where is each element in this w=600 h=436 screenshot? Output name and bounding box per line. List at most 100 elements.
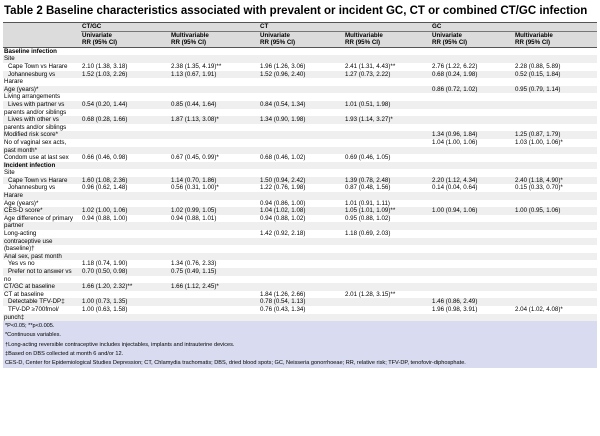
group-header-gc: GC xyxy=(431,22,597,32)
table-cell: 1.02 (1.00, 1.06) xyxy=(81,207,170,215)
subheader-rr: RR (95% CI) xyxy=(345,39,381,47)
table-cell xyxy=(259,222,344,231)
table-cell xyxy=(170,276,259,284)
table-cell: 0.68 (0.46, 1.02) xyxy=(260,154,306,162)
table-row: CES-D score* 1.02 (1.00, 1.06) 1.02 (0.99,… xyxy=(3,207,597,215)
row-label: Cape Town vs Harare xyxy=(3,176,81,185)
table-cell xyxy=(514,93,597,101)
subheader-rr: RR (95% CI) xyxy=(432,39,468,47)
group-header-ct: CT xyxy=(259,22,431,32)
table-cell: 1.05 (1.01, 1.09)** xyxy=(344,207,431,215)
row-label: partner xyxy=(3,222,81,231)
table-cell xyxy=(344,124,431,132)
row-label: Johannesburg vs xyxy=(8,184,56,192)
subheader-label: Univariate xyxy=(82,31,112,39)
footnote: †Long-acting reversible contraceptive in… xyxy=(5,341,235,348)
table-cell xyxy=(170,200,259,208)
table-cell xyxy=(344,306,431,314)
footnote: CES-D, Center for Epidemiological Studie… xyxy=(5,359,466,366)
subheader-rr: RR (95% CI) xyxy=(82,39,118,47)
table-cell xyxy=(514,276,597,284)
row-label: TFV-DP ≥700fmol/ xyxy=(8,305,59,313)
row-label: parents and/or siblings xyxy=(4,123,67,131)
table-cell: 0.94 (0.86, 1.00) xyxy=(260,199,306,207)
table-cell xyxy=(170,146,259,155)
table-row: Detectable TFV-DP‡ 1.00 (0.73, 1.35) 0.78 … xyxy=(3,298,597,306)
table-row: Cape Town vs Harare 1.60 (1.08, 2.36) 1.14… xyxy=(3,176,597,185)
table-cell: 2.28 (0.88, 5.89) xyxy=(515,62,561,70)
table-title: Table 2 Baseline characteristics associa… xyxy=(4,5,588,17)
table-cell xyxy=(344,131,431,139)
table-row: Lives with partner vs 0.54 (0.20, 1.44) 0.… xyxy=(3,100,597,109)
row-label: Incident infection xyxy=(3,161,81,170)
table-cell: 0.86 (0.72, 1.02) xyxy=(431,85,514,94)
subheader-univariate: Univariate RR (95% CI) xyxy=(431,31,514,48)
row-label: Detectable TFV-DP‡ xyxy=(3,298,81,306)
table-cell xyxy=(81,131,170,139)
row-label: No of vaginal sex acts, xyxy=(4,138,67,146)
table-cell: 1.18 (0.74, 1.90) xyxy=(82,260,128,268)
table-cell xyxy=(514,116,597,124)
table-cell xyxy=(259,55,344,63)
table-row: partner xyxy=(3,222,597,231)
table-cell: 0.15 (0.33, 0.70)* xyxy=(515,184,563,192)
row-label: Anal sex, past month xyxy=(3,252,81,261)
row-label: CES-D score* xyxy=(3,207,81,215)
table-cell: 0.78 (0.54, 1.13) xyxy=(259,298,344,306)
subheader-label: Univariate xyxy=(260,31,290,39)
table-cell: 1.52 (1.03, 2.26) xyxy=(81,70,170,79)
table-cell: 0.66 (0.46, 0.98) xyxy=(82,154,128,162)
table-cell xyxy=(81,313,170,322)
table-cell: 0.68 (0.28, 1.66) xyxy=(81,116,170,124)
table-cell: 1.00 (0.73, 1.35) xyxy=(81,298,170,306)
table-cell xyxy=(431,237,514,246)
table-row: parents and/or siblings xyxy=(3,124,597,132)
table-cell xyxy=(344,260,431,268)
table-cell xyxy=(431,252,514,261)
table-cell: 0.87 (0.48, 1.56) xyxy=(345,184,391,192)
table-cell xyxy=(344,283,431,291)
table-row: TFV-DP ≥700fmol/1.00 (0.63, 1.58) 0.76 (0… xyxy=(3,306,597,314)
table-row: parents and/or siblings xyxy=(3,109,597,117)
table-cell: 0.84 (0.54, 1.34) xyxy=(259,100,344,109)
table-cell xyxy=(259,131,344,139)
table-cell xyxy=(170,237,259,246)
table-cell: 0.75 (0.49, 1.15) xyxy=(170,268,259,276)
table-cell: 0.68 (0.24, 1.98) xyxy=(431,70,514,79)
table-cell xyxy=(259,139,344,147)
table-cell: 1.34 (0.96, 1.84) xyxy=(431,131,514,139)
table-cell xyxy=(431,283,514,291)
table-cell xyxy=(81,47,170,55)
group-header-ctgc: CT/GC xyxy=(81,22,259,32)
table-cell: 0.95 (0.79, 1.14) xyxy=(514,85,597,94)
table-row: Johannesburg vs 1.52 (1.03, 2.26) 1.13 (0.… xyxy=(3,70,597,79)
table-cell: 1.03 (1.00, 1.06)* xyxy=(515,138,563,146)
table-cell xyxy=(431,200,514,208)
table-cell xyxy=(259,276,344,284)
table-cell: 0.69 (0.46, 1.05) xyxy=(345,154,391,162)
table-cell: 1.93 (1.14, 3.27)* xyxy=(344,116,431,124)
table-cell xyxy=(344,85,431,94)
table-cell xyxy=(259,245,344,253)
row-label: Cape Town vs Harare xyxy=(8,62,68,70)
table-cell: 1.39 (0.78, 2.48) xyxy=(344,176,431,185)
table-row: Anal sex, past month xyxy=(3,252,597,261)
table-cell xyxy=(81,192,170,200)
table-row: No of vaginal sex acts, 1.04 (1.00, 1.06)… xyxy=(3,139,597,147)
table-cell xyxy=(514,124,597,132)
row-label: Age (years)* xyxy=(4,199,39,207)
table-cell xyxy=(81,252,170,261)
table-cell: 1.66 (1.12, 2.45)* xyxy=(170,283,259,291)
table-cell xyxy=(431,100,514,109)
table-body: Baseline infection Site Cape Town vs Harar… xyxy=(3,47,597,322)
table-cell: 0.70 (0.50, 0.98) xyxy=(81,268,170,276)
table-cell: 1.00 (0.94, 1.06) xyxy=(431,207,514,215)
table-cell: 1.04 (1.02, 1.08) xyxy=(259,207,344,215)
table-cell xyxy=(431,169,514,177)
table-cell xyxy=(259,93,344,101)
table-cell xyxy=(170,78,259,86)
row-label: Age (years)* xyxy=(3,85,81,94)
table-cell xyxy=(170,230,259,238)
table-cell xyxy=(81,245,170,253)
table-cell: 1.22 (0.76, 1.98) xyxy=(260,184,306,192)
